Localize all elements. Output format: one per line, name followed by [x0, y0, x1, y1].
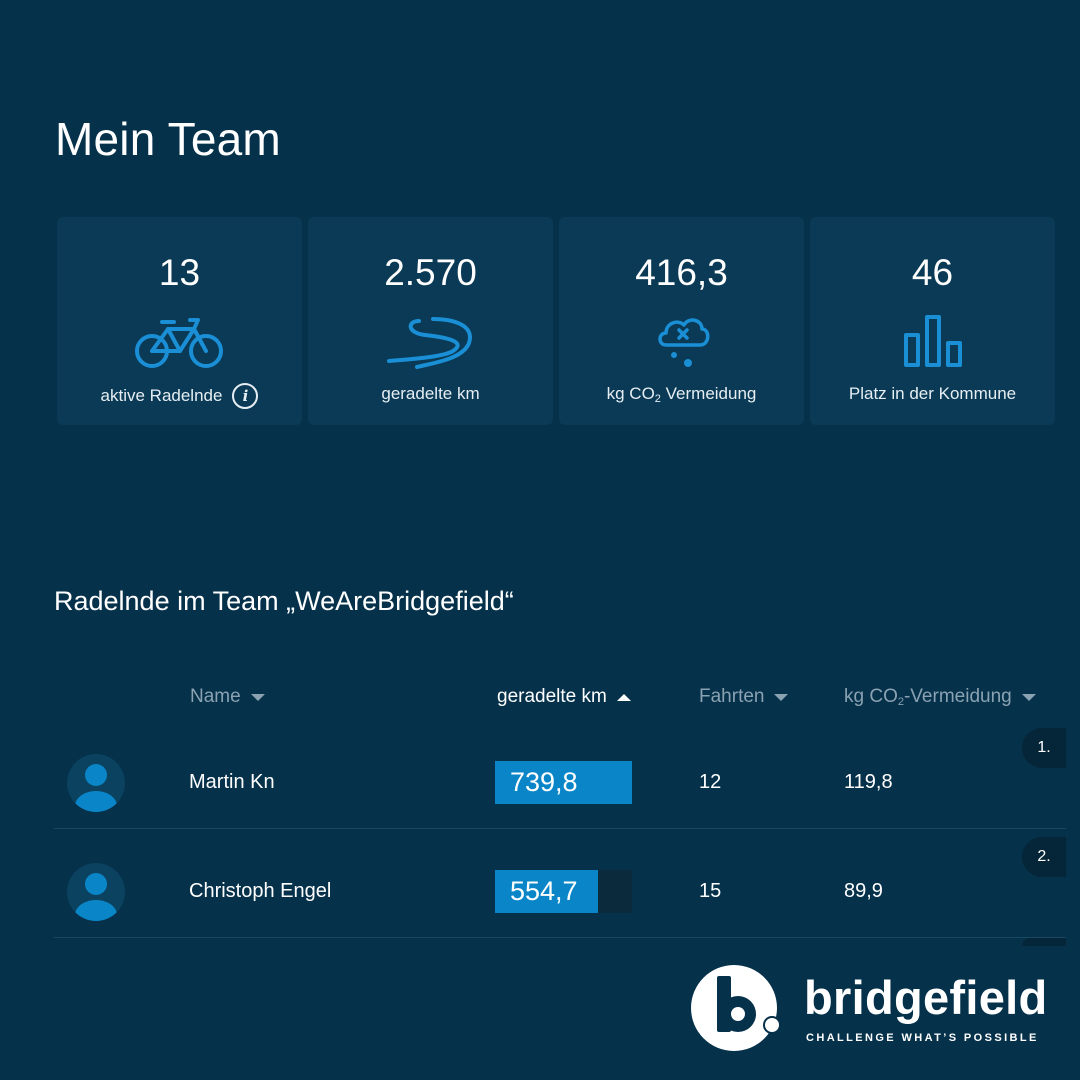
sort-up-icon [616, 693, 631, 701]
stat-value: 2.570 [384, 252, 477, 293]
co2-value: 89,9 [844, 880, 883, 902]
km-value: 554,7 [510, 876, 578, 906]
rank-badge: 2. [1022, 837, 1066, 877]
stat-label: geradelte km [381, 384, 480, 403]
avatar [67, 863, 125, 921]
stat-label: Platz in der Kommune [848, 384, 1017, 403]
user-avatar-icon [75, 764, 117, 812]
stat-card-active-riders: 13 aktive Radelnde i [57, 217, 302, 425]
stat-card-rank: 46 Platz in der Kommune [810, 217, 1055, 425]
column-header-km[interactable]: geradelte km [497, 686, 631, 708]
stat-card-km: 2.570 geradelte km [308, 217, 553, 425]
rider-name: Christoph Engel [189, 880, 332, 902]
km-bar: 739,8 [495, 761, 632, 804]
sort-down-icon [250, 693, 265, 701]
info-icon[interactable]: i [232, 383, 259, 409]
km-bar: 554,7 [495, 870, 632, 913]
bridgefield-logo-icon [691, 965, 781, 1051]
user-avatar-icon [75, 873, 117, 921]
table-row[interactable]: Martin Kn 739,8 12 119,8 1. [54, 720, 1066, 829]
column-header-trips[interactable]: Fahrten [699, 686, 789, 708]
page-title: Mein Team [55, 113, 281, 165]
sort-down-icon [1021, 693, 1036, 701]
trips-value: 15 [699, 880, 722, 902]
column-header-name[interactable]: Name [190, 686, 265, 708]
riders-table: Name geradelte km Fahrten kg CO2-Vermeid… [54, 680, 1066, 946]
km-bar-fill [495, 761, 632, 804]
stat-card-co2: 416,3 kg CO2 Vermeidung [559, 217, 804, 425]
km-value: 739,8 [510, 767, 578, 797]
stat-value: 46 [911, 252, 954, 293]
rider-name: Martin Kn [189, 771, 275, 793]
road-icon [386, 317, 472, 369]
brand-logo: bridgefield CHALLENGE WHAT’S POSSIBLE [690, 962, 1050, 1052]
brand-tagline: CHALLENGE WHAT’S POSSIBLE [806, 1032, 1039, 1044]
table-row[interactable]: Christoph Engel 554,7 15 89,9 2. [54, 829, 1066, 938]
stat-label: aktive Radelnde i [57, 383, 302, 409]
bicycle-icon [134, 318, 223, 368]
rank-badge: 1. [1022, 728, 1066, 768]
sort-down-icon [774, 693, 789, 701]
stat-value: 13 [158, 252, 201, 293]
avatar [67, 754, 125, 812]
column-header-co2[interactable]: kg CO2-Vermeidung [844, 686, 1036, 708]
table-body: Martin Kn 739,8 12 119,8 1. Christoph En… [54, 720, 1066, 946]
stats-row: 13 aktive Radelnde i 2.570 [57, 217, 1055, 425]
km-bar-fill [495, 870, 598, 913]
stat-label-text: kg CO2 Vermeidung [606, 384, 757, 405]
stat-value: 416,3 [635, 252, 728, 293]
trips-value: 12 [699, 771, 722, 793]
stat-label: kg CO2 Vermeidung [559, 383, 804, 410]
cloud-co2-icon [657, 318, 709, 367]
brand-name: bridgefield [804, 971, 1048, 1024]
co2-value: 119,8 [844, 771, 893, 793]
table-header: Name geradelte km Fahrten kg CO2-Vermeid… [54, 680, 1066, 720]
team-section-title: Radelnde im Team „WeAreBridgefield“ [54, 586, 514, 616]
stat-label-text: aktive Radelnde [100, 386, 223, 405]
rank-badge-partial [1022, 938, 1066, 946]
ranking-bars-icon [903, 315, 962, 367]
